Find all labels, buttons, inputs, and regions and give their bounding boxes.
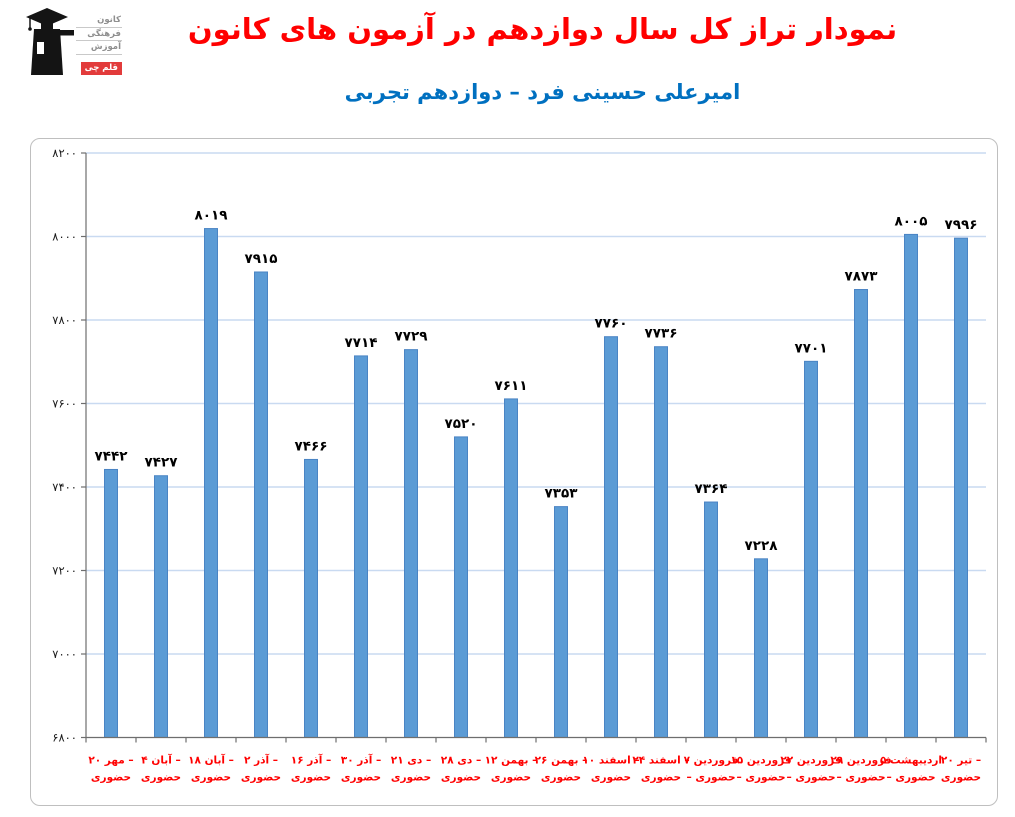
x-axis-category-label: ۲۰ تیر – حضوری xyxy=(941,755,981,784)
bar xyxy=(954,237,968,738)
x-axis-category-label: ۱۲ بهمن – حضوری xyxy=(485,755,538,784)
kanoon-logo: كانون فرهنگی آموزش قلم چی xyxy=(20,4,150,80)
y-axis-tick-label: ۸۲۰۰ xyxy=(52,146,77,160)
bar-value-label: ۷۳۵۳ xyxy=(545,486,579,502)
x-axis-category-label: ۱۸ آبان – حضوری xyxy=(188,754,234,784)
x-axis-category-label: ۳۰ آذر – حضوری xyxy=(341,754,381,784)
bar-value-label: ۷۲۲۸ xyxy=(745,538,779,554)
y-axis-tick-label: ۷۰۰۰ xyxy=(52,647,77,661)
x-axis-category-label: ۲۶ بهمن – حضوری xyxy=(535,755,588,784)
bar xyxy=(754,558,768,738)
bar-value-label: ۸۰۱۹ xyxy=(195,208,228,224)
graduate-icon xyxy=(26,8,74,75)
bar-value-label: ۷۷۶۰ xyxy=(595,316,628,332)
bar xyxy=(304,458,318,738)
bar xyxy=(904,233,918,738)
bar-value-label: ۷۹۹۶ xyxy=(945,217,978,233)
y-axis-tick-label: ۷۶۰۰ xyxy=(52,397,77,411)
bar-value-label: ۷۵۲۰ xyxy=(445,416,478,432)
y-axis-tick-label: ۷۸۰۰ xyxy=(52,313,77,327)
x-axis-category-label: ۲۰ مهر – حضوری xyxy=(88,755,133,784)
bar-value-label: ۷۷۱۴ xyxy=(345,335,378,351)
x-axis-category-label: ۲۹ فروردین – حضوری xyxy=(830,755,891,784)
bar xyxy=(504,398,518,738)
x-axis-category-label: ۲ آذر – حضوری xyxy=(241,754,281,784)
x-axis-category-label: ۲۴ اسفند – حضوری xyxy=(632,755,689,784)
bar-value-label: ۷۸۷۳ xyxy=(845,269,879,285)
bar-value-label: ۷۷۰۱ xyxy=(795,340,828,356)
logo-line-1: كانون xyxy=(76,14,122,28)
x-axis-category-label: ۲۱ دی – حضوری xyxy=(391,755,431,784)
bar xyxy=(254,271,268,739)
bar-value-label: ۸۰۰۵ xyxy=(895,213,928,229)
bar-value-label: ۷۴۶۶ xyxy=(295,438,328,454)
y-axis-tick-label: ۸۰۰۰ xyxy=(52,230,77,244)
y-axis-tick-label: ۷۴۰۰ xyxy=(52,480,77,494)
bar-value-label: ۷۴۴۲ xyxy=(95,448,129,464)
logo-text: كانون فرهنگی آموزش قلم چی xyxy=(76,14,122,75)
bar xyxy=(854,289,868,739)
y-axis-tick-label: ۷۲۰۰ xyxy=(52,564,77,578)
x-axis-category-label: ۱۰ اسفند – حضوری xyxy=(582,755,639,784)
bar xyxy=(404,349,418,739)
bar-value-label: ۷۹۱۵ xyxy=(245,251,278,267)
bar xyxy=(204,228,218,738)
bar xyxy=(554,506,568,738)
bar xyxy=(354,355,368,738)
bar xyxy=(804,360,818,739)
bar xyxy=(104,468,118,738)
bar-value-label: ۷۷۲۹ xyxy=(395,329,428,345)
chart-frame: ۷۴۴۲ ۷۴۲۷ ۸۰۱۹ ۷۹۱۵ ۷۴۶۶ ۷۷۱۴ ۷۷۲۹ ۷۵۲۰ ۷۶۱۱ ۷۳۵۳… xyxy=(30,138,998,806)
x-axis-category-label: ۲۲ فروردین – حضوری xyxy=(780,755,841,784)
x-axis-category-label: ۷ فروردین – حضوری xyxy=(684,755,739,784)
x-axis-category-label: ۵ اردیبهشت – حضوری xyxy=(880,755,942,784)
bar-value-label: ۷۳۶۴ xyxy=(695,481,728,497)
y-axis-tick-label: ۶۸۰۰ xyxy=(52,731,77,745)
x-axis-category-label: ۴ آبان – حضوری xyxy=(141,754,181,784)
bar xyxy=(604,336,618,738)
page-title: نمودار تراز کل سال دوازدهم در آزمون های … xyxy=(187,12,898,46)
bar xyxy=(454,436,468,738)
bar xyxy=(654,346,668,738)
logo-badge: قلم چی xyxy=(80,61,122,75)
logo-line-2: فرهنگی xyxy=(76,28,122,42)
x-axis-category-label: ۱۵ فروردین – حضوری xyxy=(730,755,791,784)
bar-chart-plot: ۷۴۴۲ ۷۴۲۷ ۸۰۱۹ ۷۹۱۵ ۷۴۶۶ ۷۷۱۴ ۷۷۲۹ ۷۵۲۰ ۷۶۱۱ ۷۳۵۳… xyxy=(52,146,987,784)
x-axis-category-label: ۲۸ دی – حضوری xyxy=(441,755,481,784)
bar xyxy=(704,501,718,738)
bar xyxy=(154,475,168,738)
x-axis-category-label: ۱۶ آذر – حضوری xyxy=(291,754,331,784)
bar-value-label: ۷۴۲۷ xyxy=(145,455,179,471)
page-subtitle: امیرعلی حسینی فرد – دوازدهم تجربی xyxy=(344,80,741,104)
bar-value-label: ۷۶۱۱ xyxy=(495,378,528,394)
bar-value-label: ۷۷۳۶ xyxy=(645,326,678,342)
